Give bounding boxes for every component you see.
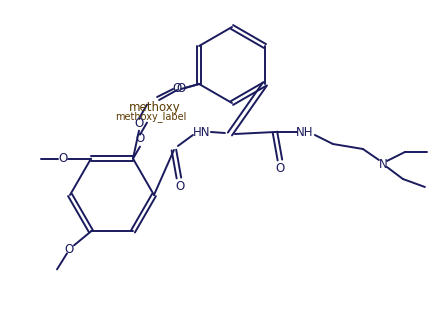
Text: O: O — [65, 243, 73, 256]
Text: O: O — [173, 82, 182, 95]
Text: O: O — [58, 152, 68, 165]
Text: NH: NH — [296, 126, 314, 139]
Text: O: O — [177, 81, 186, 94]
Text: N: N — [379, 158, 387, 171]
Text: O: O — [134, 117, 144, 130]
Text: methoxy_label: methoxy_label — [115, 111, 187, 122]
Text: HN: HN — [193, 126, 210, 139]
Text: O: O — [175, 179, 185, 192]
Text: O: O — [275, 161, 284, 174]
Text: O: O — [135, 132, 145, 145]
Text: methoxy: methoxy — [129, 101, 181, 114]
